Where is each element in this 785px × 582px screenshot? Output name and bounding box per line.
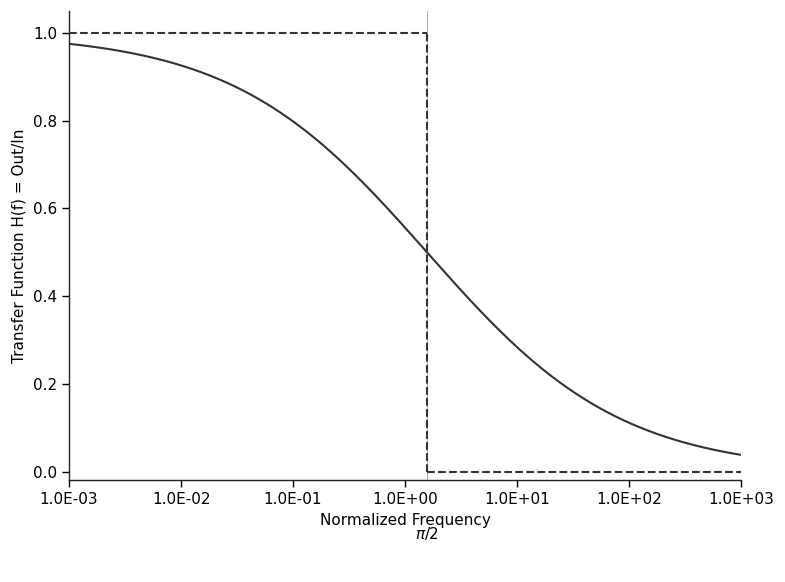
X-axis label: Normalized Frequency: Normalized Frequency [319,513,491,528]
Text: $\pi$/2: $\pi$/2 [415,525,439,542]
Y-axis label: Transfer Function H(f) = Out/In: Transfer Function H(f) = Out/In [11,129,26,363]
